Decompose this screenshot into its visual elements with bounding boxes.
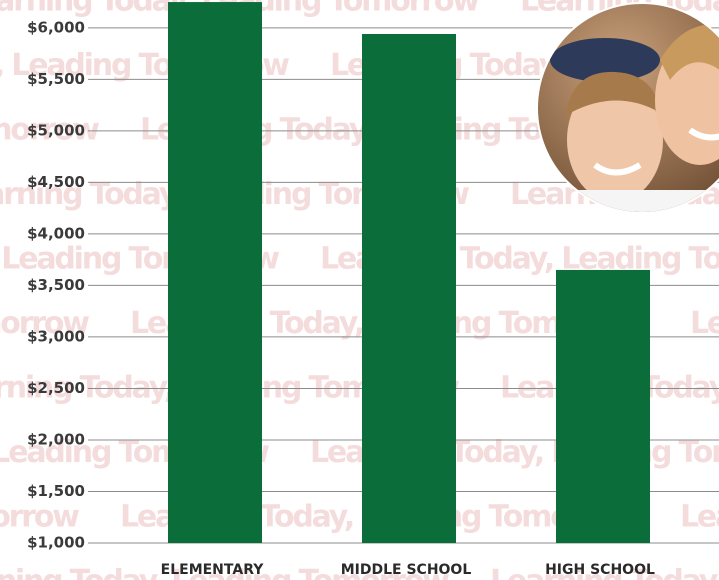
y-tick-label: $4,500 [27, 173, 85, 191]
x-tick-label: MIDDLE SCHOOL [341, 562, 472, 578]
y-tick-label: $5,000 [27, 121, 85, 139]
y-tick-label: $5,500 [27, 70, 85, 88]
watermark-text: Learning Today, Leading Tomorrow [680, 500, 719, 535]
bar [556, 270, 650, 543]
y-tick-label: $6,000 [27, 18, 85, 36]
x-tick-label: HIGH SCHOOL [545, 562, 655, 578]
y-tick-label: $4,000 [27, 224, 85, 242]
y-tick-label: $2,500 [27, 379, 85, 397]
y-tick-label: $3,000 [27, 327, 85, 345]
chart: Learning Today, Leading Tomorrow Learning… [0, 0, 719, 580]
bar [168, 2, 262, 543]
watermark-text: Learning Today, Leading Tomorrow [690, 306, 719, 341]
y-tick-label: $1,000 [27, 534, 85, 552]
watermark-text: Learning Today, Leading Tomorrow [0, 500, 80, 535]
y-tick-label: $2,000 [27, 430, 85, 448]
x-tick-label: ELEMENTARY [161, 562, 265, 578]
y-tick-label: $1,500 [27, 482, 85, 500]
bar [362, 34, 456, 543]
y-tick-label: $3,500 [27, 276, 85, 294]
